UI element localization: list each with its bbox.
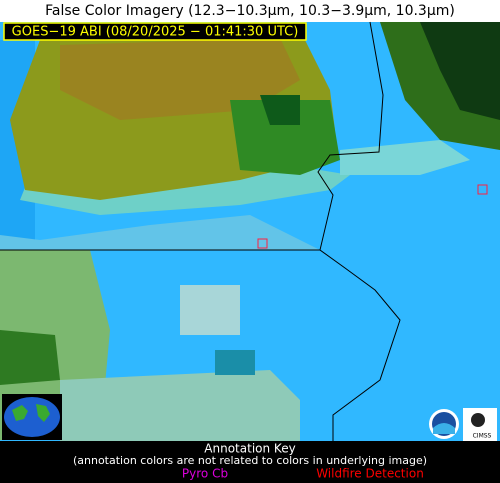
timestamp: GOES−19 ABI (08/20/2025 − 01:41:30 UTC) xyxy=(12,25,299,40)
noaa-logo xyxy=(429,409,459,439)
title-bar xyxy=(0,0,500,22)
title: False Color Imagery (12.3−10.3µm, 10.3−3… xyxy=(45,3,455,19)
imagery xyxy=(0,21,500,441)
legend-label: Pyro Cb xyxy=(182,467,228,481)
key-note: (annotation colors are not related to co… xyxy=(73,454,427,467)
cimss-logo: CIMSS xyxy=(463,408,497,441)
timestamp-box xyxy=(3,22,307,41)
cimss-label: CIMSS xyxy=(473,433,492,440)
annotation-key xyxy=(0,441,500,483)
key-title: Annotation Key xyxy=(204,442,295,456)
legend-label: Wildfire Detection xyxy=(316,467,424,481)
globe-logo xyxy=(2,394,62,440)
